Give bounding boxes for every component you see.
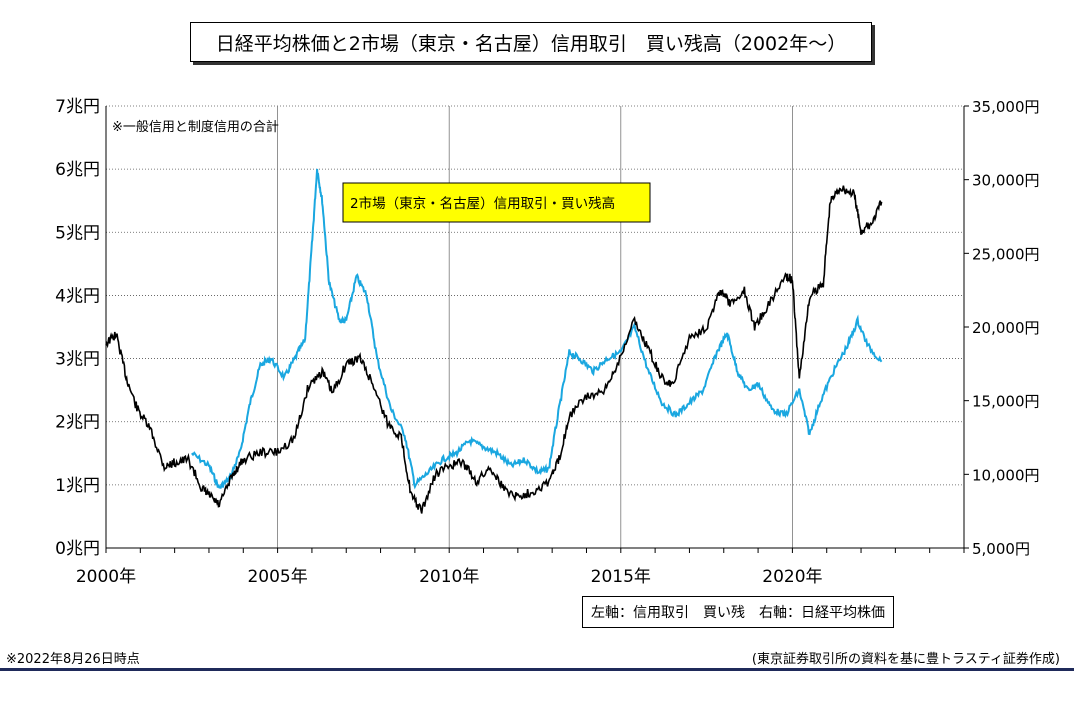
left-tick-label: 2兆円 <box>55 413 100 433</box>
right-tick-label: 15,000円 <box>972 393 1040 411</box>
axes: 0兆円 1兆円 2兆円 3兆円 4兆円 5兆円 6兆円 7兆円 2000年 2005年 2010年 2… <box>55 97 1039 587</box>
x-tick-label: 2005年 <box>247 567 307 587</box>
left-tick-label: 0兆円 <box>55 539 100 559</box>
series-label-box: 2市場（東京・名古屋）信用取引・買い残高 <box>342 182 651 223</box>
note-text: ※一般信用と制度信用の合計 <box>112 119 279 135</box>
legend-text: 左軸：信用取引 買い残 右軸：日経平均株価 <box>591 605 885 621</box>
left-tick-label: 1兆円 <box>55 476 100 496</box>
bottom-rule <box>0 668 1074 671</box>
nikkei-line <box>105 185 883 514</box>
right-tick-label: 10,000円 <box>972 466 1040 484</box>
right-tick-label: 30,000円 <box>972 172 1040 190</box>
left-tick-label: 4兆円 <box>55 286 100 306</box>
right-tick-label: 20,000円 <box>972 319 1040 337</box>
chart-title-text: 日経平均株価と2市場（東京・名古屋）信用取引 買い残高（2002年～） <box>215 32 847 55</box>
left-tick-label: 3兆円 <box>55 350 100 370</box>
left-tick-label: 6兆円 <box>55 160 100 180</box>
grid <box>106 105 964 548</box>
series-label-text: 2市場（東京・名古屋）信用取引・買い残高 <box>350 195 615 212</box>
x-tick-label: 2015年 <box>591 567 651 587</box>
series <box>105 168 883 514</box>
left-tick-label: 7兆円 <box>55 97 100 117</box>
x-tick-label: 2010年 <box>419 567 479 587</box>
left-tick-label: 5兆円 <box>55 223 100 243</box>
right-tick-label: 35,000円 <box>972 98 1040 116</box>
x-tick-label: 2020年 <box>762 567 822 587</box>
legend: 左軸：信用取引 買い残 右軸：日経平均株価 <box>582 596 894 628</box>
right-tick-label: 5,000円 <box>972 540 1030 558</box>
right-tick-label: 25,000円 <box>972 245 1040 263</box>
x-tick-label: 2000年 <box>76 567 136 587</box>
footnote-date: ※2022年8月26日時点 <box>6 652 140 667</box>
chart-title: 日経平均株価と2市場（東京・名古屋）信用取引 買い残高（2002年～） <box>190 22 872 62</box>
margin-balance-line <box>191 168 883 490</box>
footnote-source: (東京証券取引所の資料を基に豊トラスティ証券作成) <box>751 652 1060 667</box>
